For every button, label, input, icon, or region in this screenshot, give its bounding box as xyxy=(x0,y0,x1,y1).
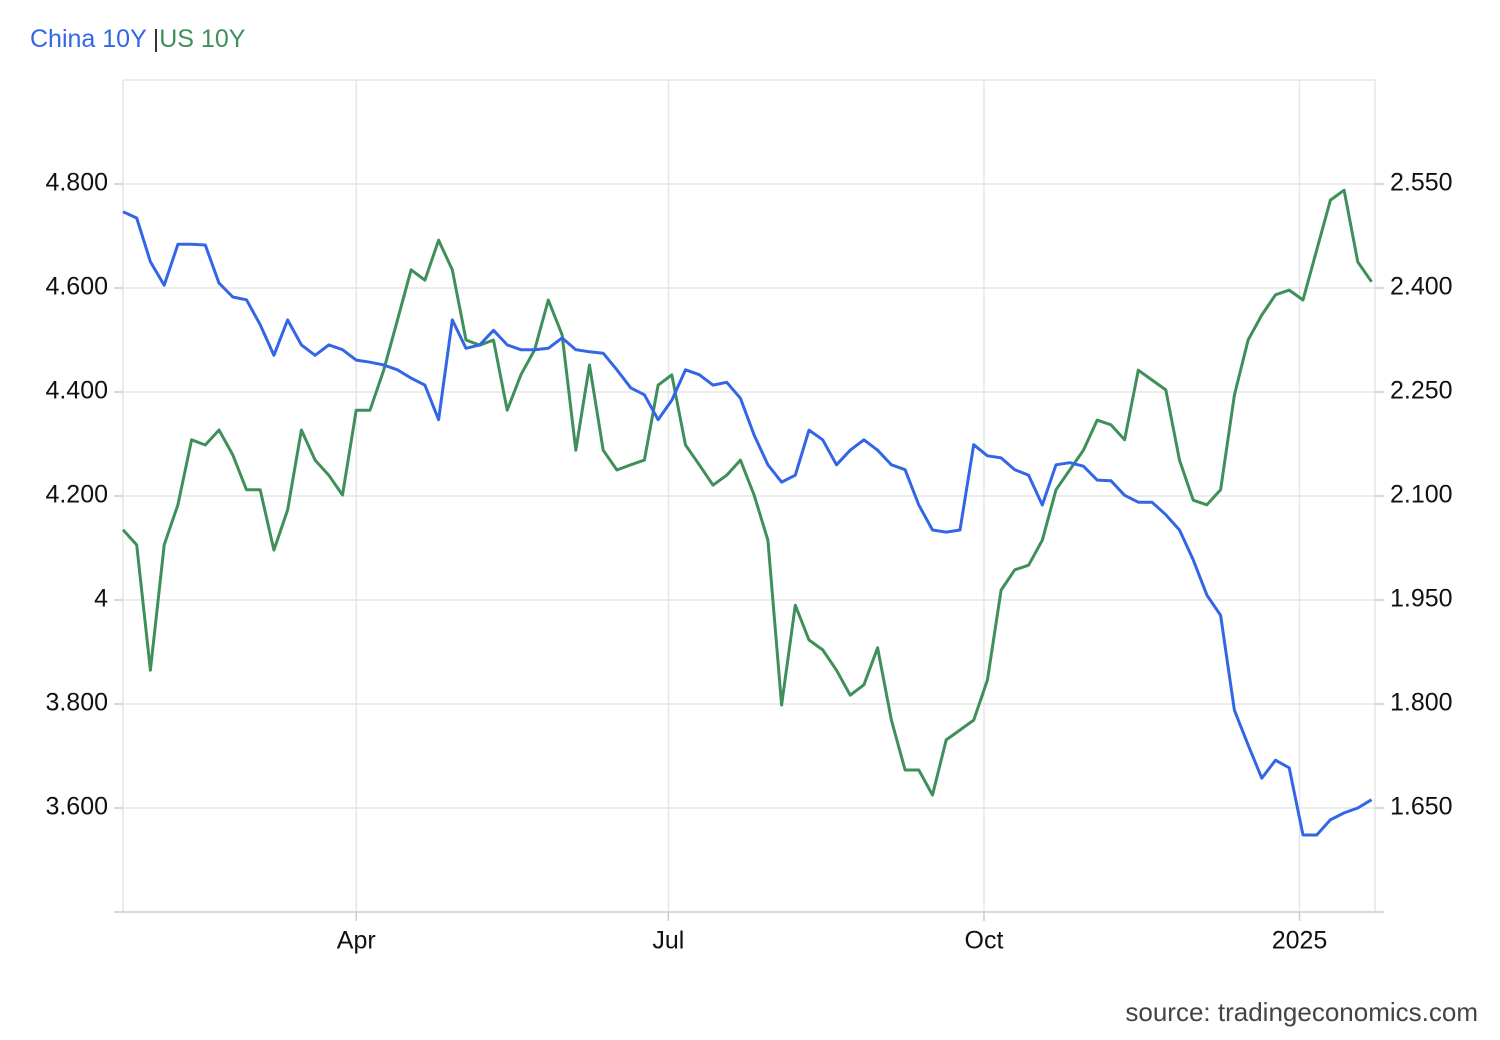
y-tick-label: 4.600 xyxy=(45,273,108,301)
y2-tick-label: 2.100 xyxy=(1390,481,1453,509)
y2-tick-label: 1.950 xyxy=(1390,585,1453,613)
x-tick-label: 2025 xyxy=(1272,927,1328,955)
x-tick-label: Jul xyxy=(652,927,684,955)
legend-entry: US 10Y xyxy=(159,25,245,53)
series-line xyxy=(122,210,1373,837)
y2-tick-label: 2.400 xyxy=(1390,273,1453,301)
source-note: source: tradingeconomics.com xyxy=(1125,997,1478,1027)
x-tick-label: Oct xyxy=(965,927,1004,955)
y-tick-label: 4.200 xyxy=(45,481,108,509)
y2-tick-label: 2.550 xyxy=(1390,169,1453,197)
y-tick-label: 4 xyxy=(94,585,108,613)
legend: China 10Y |US 10Y xyxy=(30,25,246,53)
y-tick-label: 4.800 xyxy=(45,169,108,197)
y-tick-label: 3.800 xyxy=(45,689,108,717)
y-tick-label: 4.400 xyxy=(45,377,108,405)
y2-tick-label: 1.650 xyxy=(1390,793,1453,821)
legend-entry: China 10Y xyxy=(30,25,147,53)
y2-tick-label: 1.800 xyxy=(1390,689,1453,717)
y2-tick-label: 2.250 xyxy=(1390,377,1453,405)
series-line xyxy=(121,188,1373,797)
y-tick-label: 3.600 xyxy=(45,793,108,821)
x-tick-label: Apr xyxy=(337,927,376,955)
legend-separator: | xyxy=(153,25,160,53)
